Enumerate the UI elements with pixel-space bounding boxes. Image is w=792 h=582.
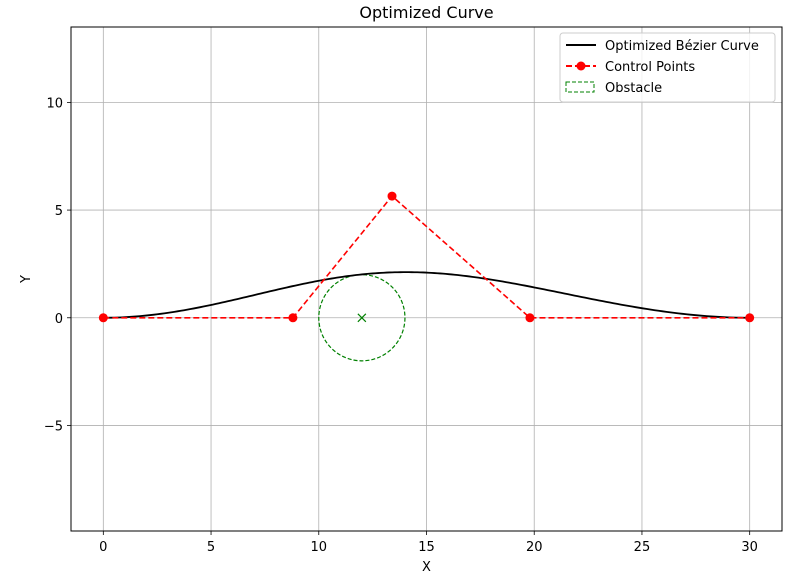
control-point-marker bbox=[387, 191, 397, 201]
legend-marker-control-points bbox=[576, 61, 586, 71]
x-axis-label: X bbox=[422, 560, 431, 575]
control-point-marker bbox=[98, 313, 108, 323]
control-point-marker bbox=[525, 313, 535, 323]
y-tick-label: 0 bbox=[55, 312, 63, 327]
bezier-curve-line bbox=[103, 271, 750, 319]
legend: Optimized Bézier Curve Control Points Ob… bbox=[559, 32, 776, 103]
x-tick-label: 25 bbox=[634, 540, 651, 555]
control-point-marker bbox=[745, 313, 755, 323]
chart-title: Optimized Curve bbox=[359, 3, 493, 22]
plot-area bbox=[98, 191, 755, 362]
legend-label-bezier-curve: Optimized Bézier Curve bbox=[605, 39, 759, 54]
x-tick-label: 0 bbox=[99, 540, 107, 555]
obstacle-circle bbox=[318, 274, 406, 362]
x-tick-label: 10 bbox=[310, 540, 327, 555]
series-layer bbox=[98, 191, 755, 362]
x-tick-label: 20 bbox=[526, 540, 543, 555]
legend-box bbox=[559, 32, 776, 103]
x-tick-label: 5 bbox=[207, 540, 215, 555]
y-tick-label: 5 bbox=[55, 204, 63, 219]
legend-patch-obstacle bbox=[565, 81, 595, 93]
obstacle-center-marker bbox=[357, 313, 367, 323]
y-tick-label: 10 bbox=[46, 96, 63, 111]
control-point-marker bbox=[288, 313, 298, 323]
legend-label-control-points: Control Points bbox=[605, 60, 695, 75]
legend-label-obstacle: Obstacle bbox=[605, 81, 662, 96]
x-tick-label: 15 bbox=[418, 540, 435, 555]
y-axis-label: Y bbox=[19, 275, 34, 284]
y-tick-label: −5 bbox=[44, 419, 63, 434]
x-tick-label: 30 bbox=[741, 540, 758, 555]
y-axis-ticks: −5 0 5 10 bbox=[44, 96, 71, 434]
x-axis-ticks: 0 5 10 15 20 25 30 bbox=[99, 531, 758, 555]
